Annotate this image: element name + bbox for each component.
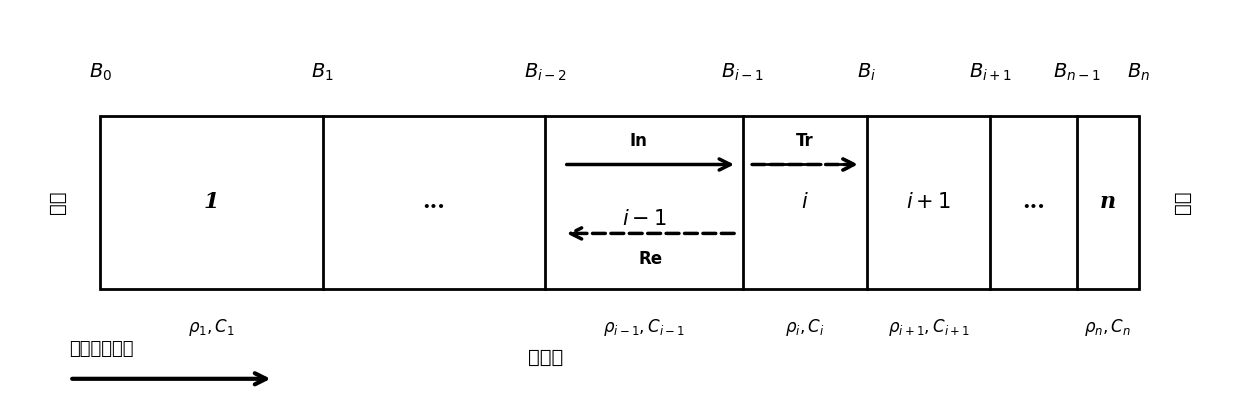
Text: 高温: 高温 [1172,191,1192,214]
Text: 入射杆: 入射杆 [528,347,563,366]
Text: 1: 1 [203,191,219,214]
Text: $B_1$: $B_1$ [311,62,335,83]
Text: $\rho_{i-1}, C_{i-1}$: $\rho_{i-1}, C_{i-1}$ [603,317,685,338]
Text: $i-1$: $i-1$ [622,209,667,229]
Text: $\rho_1, C_1$: $\rho_1, C_1$ [188,317,235,338]
Text: $i$: $i$ [802,192,809,212]
Text: Tr: Tr [797,132,814,150]
Text: ...: ... [422,191,446,214]
Text: $B_{i-2}$: $B_{i-2}$ [524,62,567,83]
Text: $i+1$: $i+1$ [906,192,952,212]
Text: $\rho_n, C_n$: $\rho_n, C_n$ [1084,317,1131,338]
Text: $\rho_{i+1}, C_{i+1}$: $\rho_{i+1}, C_{i+1}$ [887,317,970,338]
Text: Re: Re [638,250,663,268]
Text: $B_{i-1}$: $B_{i-1}$ [721,62,764,83]
Text: ...: ... [1022,191,1044,214]
Text: $B_i$: $B_i$ [857,62,876,83]
Text: 常温: 常温 [47,191,67,214]
Text: $B_n$: $B_n$ [1127,62,1150,83]
Text: n: n [1100,191,1116,214]
Text: $B_{n-1}$: $B_{n-1}$ [1053,62,1101,83]
Text: $\rho_i, C_i$: $\rho_i, C_i$ [786,317,825,338]
Text: 波的传播方向: 波的传播方向 [69,340,134,358]
Bar [100,116,1139,289]
Text: In: In [629,132,647,150]
Text: $B_0$: $B_0$ [89,62,112,83]
Text: $B_{i+1}$: $B_{i+1}$ [969,62,1012,83]
